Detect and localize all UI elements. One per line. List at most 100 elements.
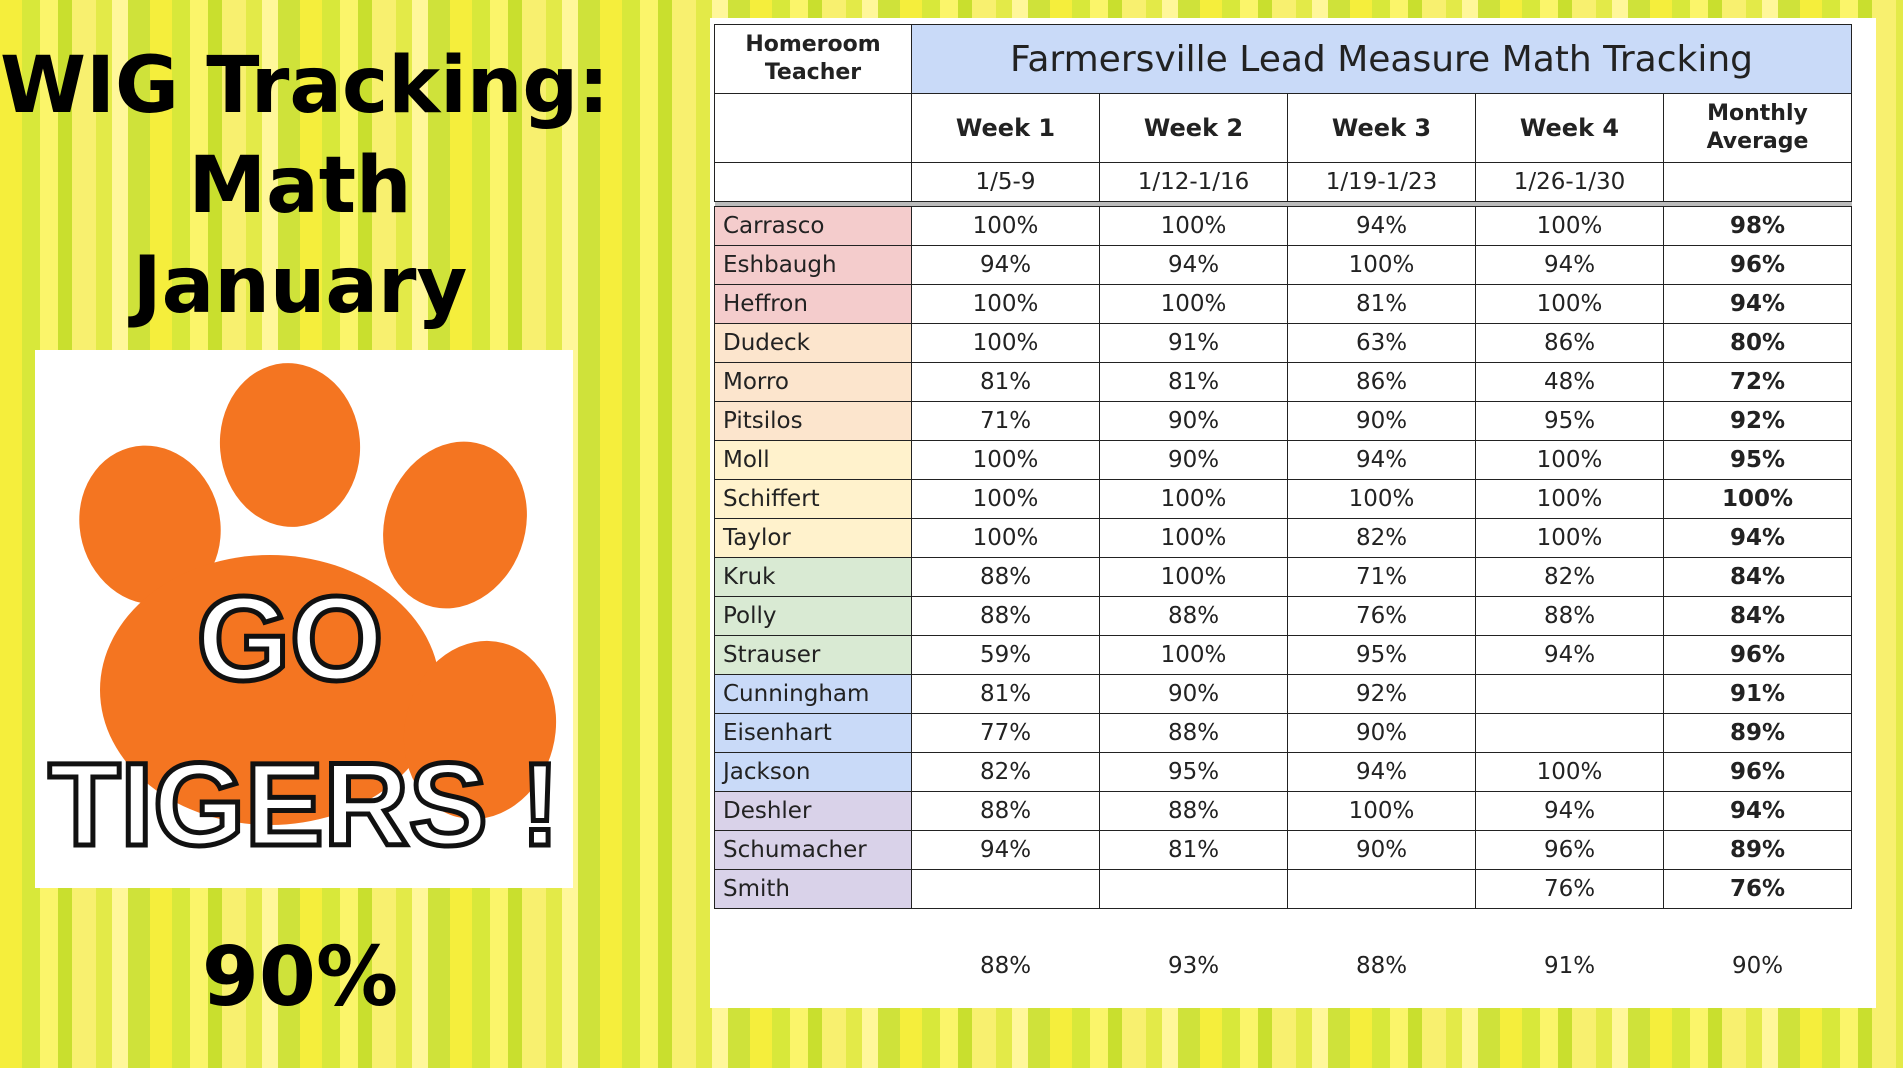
week-4-value: 100% [1475,440,1664,480]
wig-title: WIG Tracking: Math January [0,36,610,336]
teacher-name: Taylor [714,518,912,558]
table-row: Pitsilos 71% 90% 90% 95% 92% [714,401,1852,441]
teacher-name: Heffron [714,284,912,324]
week-4-value: 88% [1475,596,1664,636]
monthly-average-value: 98% [1663,206,1852,246]
table-row: Deshler 88% 88% 100% 94% 94% [714,791,1852,831]
total-week-4: 91% [1543,953,1596,979]
tiger-paw-logo: GO TIGERS ! [35,350,573,888]
week-2-value: 88% [1099,791,1288,831]
table-row: Taylor 100% 100% 82% 100% 94% [714,518,1852,558]
week-1-value: 100% [911,440,1100,480]
week-3-value: 82% [1287,518,1476,558]
table-row: Schiffert 100% 100% 100% 100% 100% [714,479,1852,519]
monthly-average-value: 96% [1663,752,1852,792]
table-row: Jackson 82% 95% 94% 100% 96% [714,752,1852,792]
table-row: Heffron 100% 100% 81% 100% 94% [714,284,1852,324]
tracking-table: Homeroom Teacher Farmersville Lead Measu… [714,24,1852,985]
monthly-average-value: 92% [1663,401,1852,441]
teacher-name: Moll [714,440,912,480]
week-1-value: 81% [911,674,1100,714]
title-line-1: WIG Tracking: [0,41,610,131]
teacher-name: Eisenhart [714,713,912,753]
week-3-value: 90% [1287,830,1476,870]
week-3-value: 71% [1287,557,1476,597]
date-week-4: 1/26-1/30 [1475,162,1664,202]
week-4-value: 94% [1475,245,1664,285]
week-4-value: 48% [1475,362,1664,402]
week-2-value: 95% [1099,752,1288,792]
table-row: Carrasco 100% 100% 94% 100% 98% [714,206,1852,246]
week-3-value [1287,869,1476,909]
monthly-average-value: 89% [1663,713,1852,753]
week-3-value: 100% [1287,245,1476,285]
week-2-value: 88% [1099,713,1288,753]
week-4-value [1475,713,1664,753]
monthly-average-value: 94% [1663,518,1852,558]
week-2-value: 90% [1099,440,1288,480]
table-row: Morro 81% 81% 86% 48% 72% [714,362,1852,402]
header-week-3: Week 3 [1287,93,1476,163]
week-2-value [1099,869,1288,909]
week-3-value: 94% [1287,440,1476,480]
week-1-value: 82% [911,752,1100,792]
table-row: Cunningham 81% 90% 92% 91% [714,674,1852,714]
week-4-value: 86% [1475,323,1664,363]
week-2-value: 90% [1099,674,1288,714]
monthly-average-value: 84% [1663,557,1852,597]
week-3-value: 81% [1287,284,1476,324]
teacher-name: Kruk [714,557,912,597]
teacher-name: Strauser [714,635,912,675]
week-4-value: 100% [1475,752,1664,792]
monthly-average-value: 95% [1663,440,1852,480]
table-row: Dudeck 100% 91% 63% 86% 80% [714,323,1852,363]
overall-percent: 90% [201,930,399,1025]
week-1-value: 100% [911,323,1100,363]
title-line-3: January [132,241,468,331]
totals-label [715,947,912,985]
week-4-value: 94% [1475,635,1664,675]
week-3-value: 90% [1287,401,1476,441]
monthly-average-value: 89% [1663,830,1852,870]
monthly-average-value: 84% [1663,596,1852,636]
header-week-2: Week 2 [1099,93,1288,163]
week-2-value: 90% [1099,401,1288,441]
logo-text-tigers: TIGERS ! [48,739,559,871]
week-1-value: 81% [911,362,1100,402]
week-4-value: 94% [1475,791,1664,831]
teacher-rows: Carrasco 100% 100% 94% 100% 98% Eshbaugh 94% 94%… [714,206,1852,909]
week-2-value: 100% [1099,479,1288,519]
table-row: Eshbaugh 94% 94% 100% 94% 96% [714,245,1852,285]
teacher-name: Smith [714,869,912,909]
table-row: Polly 88% 88% 76% 88% 84% [714,596,1852,636]
table-row: Schumacher 94% 81% 90% 96% 89% [714,830,1852,870]
week-1-value: 77% [911,713,1100,753]
week-1-value: 100% [911,206,1100,246]
week-4-value: 82% [1475,557,1664,597]
monthly-average-value: 76% [1663,869,1852,909]
week-4-value: 100% [1475,518,1664,558]
week-4-value: 100% [1475,284,1664,324]
monthly-average-value: 72% [1663,362,1852,402]
week-2-value: 91% [1099,323,1288,363]
week-3-value: 95% [1287,635,1476,675]
week-2-value: 94% [1099,245,1288,285]
week-4-value: 76% [1475,869,1664,909]
monthly-average-value: 94% [1663,284,1852,324]
table-title: Farmersville Lead Measure Math Tracking [911,24,1852,94]
teacher-name: Deshler [714,791,912,831]
monthly-average-value: 96% [1663,635,1852,675]
week-3-value: 92% [1287,674,1476,714]
teacher-name: Dudeck [714,323,912,363]
week-3-value: 86% [1287,362,1476,402]
week-1-value: 100% [911,284,1100,324]
week-2-value: 100% [1099,635,1288,675]
week-3-value: 90% [1287,713,1476,753]
week-3-value: 94% [1287,206,1476,246]
title-line-2: Math [188,141,412,231]
header-week-1: Week 1 [911,93,1100,163]
teacher-name: Schiffert [714,479,912,519]
week-3-value: 100% [1287,791,1476,831]
dates-empty [714,162,912,202]
teacher-name: Pitsilos [714,401,912,441]
